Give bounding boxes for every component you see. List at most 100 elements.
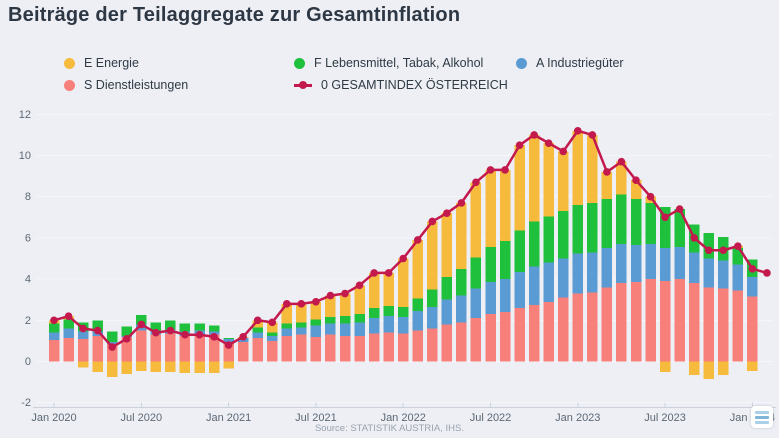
bar-segment-S[interactable] (354, 335, 365, 362)
line-point[interactable] (79, 324, 87, 333)
bar-segment-A[interactable] (368, 318, 380, 334)
line-point[interactable] (64, 312, 73, 320)
bar-segment-F[interactable] (281, 323, 293, 329)
bar-segment-A[interactable] (427, 306, 438, 329)
bar-segment-F[interactable] (528, 221, 540, 267)
bar-segment-F[interactable] (732, 248, 744, 265)
bar-segment-S[interactable] (747, 296, 758, 362)
bar-segment-F[interactable] (223, 337, 234, 339)
line-point[interactable] (588, 131, 597, 139)
bar-segment-E[interactable] (121, 361, 133, 374)
bar-segment-F[interactable] (456, 268, 467, 296)
bar-segment-E[interactable] (747, 361, 758, 371)
bar-segment-S[interactable] (470, 318, 482, 362)
bar-segment-A[interactable] (48, 332, 60, 340)
bar-segment-S[interactable] (630, 282, 642, 362)
bar-segment-S[interactable] (601, 287, 613, 362)
bar-segment-E[interactable] (77, 361, 89, 368)
bar-segment-F[interactable] (470, 257, 482, 289)
line-point[interactable] (312, 297, 320, 306)
bar-segment-S[interactable] (441, 324, 453, 362)
bar-segment-F[interactable] (572, 204, 584, 254)
line-point[interactable] (748, 265, 757, 273)
bar-segment-E[interactable] (267, 322, 278, 333)
bar-segment-A[interactable] (747, 277, 758, 297)
bar-segment-E[interactable] (223, 361, 234, 369)
bar-segment-F[interactable] (92, 320, 103, 332)
bar-segment-E[interactable] (339, 293, 351, 317)
bar-segment-F[interactable] (397, 306, 409, 318)
bar-segment-A[interactable] (659, 248, 671, 282)
bar-segment-A[interactable] (310, 325, 322, 337)
line-point[interactable] (530, 131, 538, 139)
bar-segment-F[interactable] (150, 322, 162, 332)
bar-segment-F[interactable] (630, 198, 642, 246)
line-point[interactable] (603, 168, 611, 176)
bar-segment-S[interactable] (456, 322, 467, 362)
bar-segment-F[interactable] (514, 230, 525, 272)
bar-segment-E[interactable] (703, 361, 715, 380)
line-point[interactable] (224, 341, 233, 349)
bar-segment-E[interactable] (368, 272, 380, 308)
bar-segment-F[interactable] (703, 232, 715, 259)
bar-segment-S[interactable] (48, 339, 60, 362)
bar-segment-S[interactable] (92, 335, 103, 362)
bar-segment-S[interactable] (325, 334, 336, 362)
bar-segment-A[interactable] (499, 279, 511, 313)
bar-segment-S[interactable] (485, 314, 496, 362)
bar-segment-E[interactable] (92, 361, 103, 372)
bar-segment-S[interactable] (179, 335, 191, 362)
line-point[interactable] (413, 236, 422, 244)
bar-segment-A[interactable] (558, 258, 569, 298)
legend-item-industrieguter[interactable]: A Industriegüter (516, 56, 624, 70)
bar-segment-F[interactable] (325, 317, 336, 324)
bar-segment-F[interactable] (499, 240, 511, 280)
bar-segment-S[interactable] (703, 287, 715, 362)
bar-segment-F[interactable] (310, 319, 322, 326)
line-point[interactable] (152, 328, 160, 337)
line-point[interactable] (646, 192, 655, 201)
bar-segment-E[interactable] (296, 303, 307, 323)
bar-segment-S[interactable] (383, 332, 394, 362)
bar-segment-E[interactable] (194, 361, 205, 373)
bar-segment-E[interactable] (397, 258, 409, 307)
bar-segment-S[interactable] (165, 333, 176, 362)
bar-segment-F[interactable] (296, 322, 307, 328)
bar-segment-A[interactable] (645, 244, 656, 280)
bar-segment-S[interactable] (543, 301, 554, 362)
bar-segment-E[interactable] (601, 171, 613, 199)
bar-segment-A[interactable] (616, 244, 627, 284)
bar-segment-S[interactable] (674, 279, 685, 362)
bar-segment-A[interactable] (485, 282, 496, 315)
bar-segment-F[interactable] (659, 207, 671, 249)
bar-segment-A[interactable] (543, 262, 554, 302)
bar-segment-E[interactable] (718, 361, 729, 375)
bar-segment-A[interactable] (528, 266, 540, 305)
bar-segment-A[interactable] (252, 332, 263, 338)
legend-item-lebensmittel[interactable]: F Lebensmittel, Tabak, Alkohol (294, 56, 516, 70)
bar-segment-A[interactable] (267, 335, 278, 341)
line-point[interactable] (574, 126, 582, 135)
bar-segment-F[interactable] (587, 202, 598, 253)
bar-segment-E[interactable] (659, 361, 671, 372)
bar-segment-F[interactable] (165, 320, 176, 330)
line-point[interactable] (108, 343, 116, 351)
line-point[interactable] (515, 141, 524, 149)
bar-segment-A[interactable] (572, 253, 584, 294)
line-point[interactable] (268, 318, 277, 327)
bar-segment-S[interactable] (237, 341, 249, 362)
line-point[interactable] (181, 330, 189, 339)
bar-segment-A[interactable] (77, 331, 89, 339)
bar-segment-F[interactable] (368, 307, 380, 319)
bar-segment-E[interactable] (179, 361, 191, 373)
line-point[interactable] (428, 217, 437, 226)
line-point[interactable] (544, 139, 553, 147)
bar-segment-E[interactable] (485, 169, 496, 248)
line-point[interactable] (632, 176, 640, 185)
bar-segment-S[interactable] (514, 307, 525, 362)
bar-segment-F[interactable] (674, 209, 685, 248)
bar-segment-A[interactable] (630, 245, 642, 283)
bar-segment-S[interactable] (121, 336, 133, 362)
bar-segment-F[interactable] (208, 325, 220, 332)
line-point[interactable] (719, 246, 728, 255)
